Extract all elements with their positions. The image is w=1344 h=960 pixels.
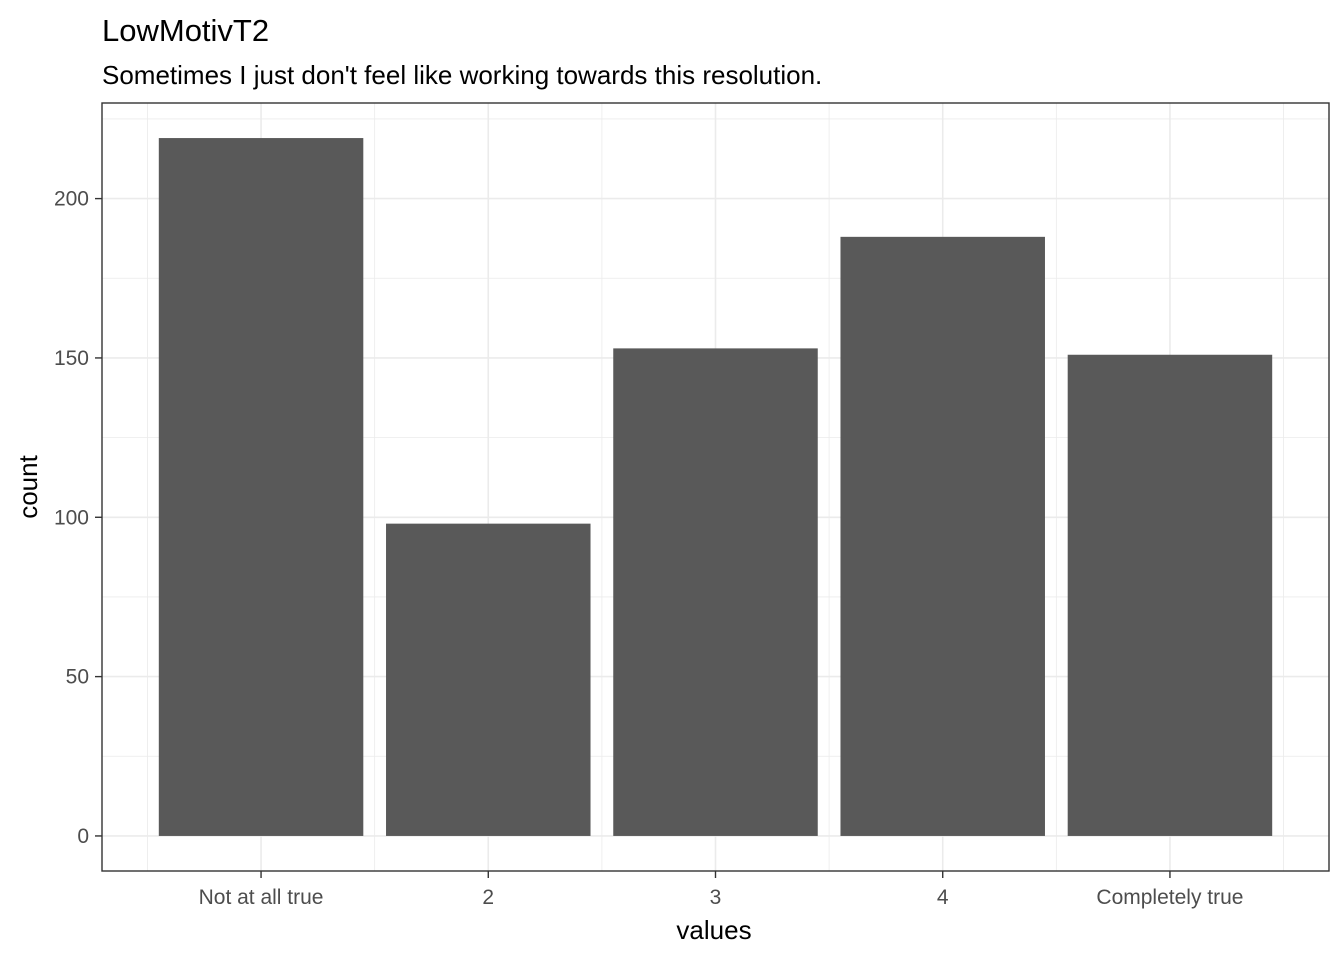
bar (386, 523, 591, 836)
chart-title: LowMotivT2 (102, 13, 269, 48)
y-tick-label: 50 (66, 666, 89, 689)
x-tick-label: 4 (937, 886, 949, 909)
y-tick-label: 200 (54, 188, 89, 211)
x-tick-label: 2 (482, 886, 494, 909)
axes: 0 50 100 150 200 Not at all true 2 3 4 Completely… (54, 188, 1244, 909)
y-tick-label: 0 (77, 825, 89, 848)
x-tick-label: Completely true (1096, 886, 1243, 909)
bars (158, 138, 1273, 836)
chart-subtitle: Sometimes I just don't feel like working… (102, 60, 822, 90)
bar (840, 236, 1045, 836)
y-tick-label: 150 (54, 347, 89, 370)
x-tick-label: 3 (710, 886, 722, 909)
x-tick-label: Not at all true (199, 886, 324, 909)
bar (1067, 354, 1273, 836)
y-axis-title: count (13, 454, 43, 518)
bar (613, 348, 818, 836)
y-tick-label: 100 (54, 506, 89, 529)
bar (158, 138, 364, 836)
x-axis-title: values (676, 915, 751, 945)
